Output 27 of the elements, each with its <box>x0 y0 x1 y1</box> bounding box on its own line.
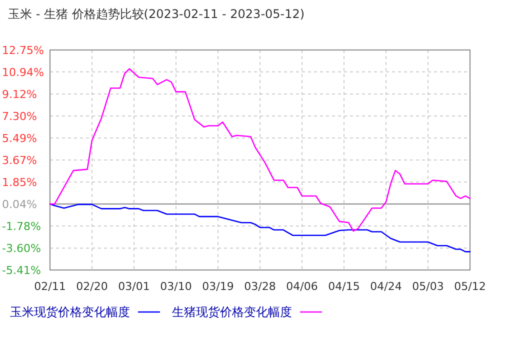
x-tick-label: 03/19 <box>202 280 234 293</box>
y-tick-label: -5.41% <box>2 264 41 277</box>
x-tick-label: 03/01 <box>118 280 150 293</box>
x-tick-label: 04/06 <box>286 280 318 293</box>
y-tick-label: 12.75% <box>2 44 44 57</box>
y-tick-label: -1.78% <box>2 220 41 234</box>
x-tick-label: 04/24 <box>370 280 402 293</box>
x-tick-label: 03/28 <box>244 280 276 293</box>
y-tick-label: 0.04% <box>2 198 37 211</box>
legend-label: 生猪现货价格变化幅度 <box>172 305 292 319</box>
x-tick-label: 05/12 <box>454 280 486 293</box>
x-tick-label: 05/03 <box>412 280 444 293</box>
y-tick-label: 5.49% <box>2 132 37 145</box>
chart-title: 玉米 - 生猪 价格趋势比较(2023-02-11 - 2023-05-12) <box>8 7 305 21</box>
legend-label: 玉米现货价格变化幅度 <box>10 305 130 319</box>
y-tick-label: 1.85% <box>2 176 37 190</box>
y-tick-label: 9.12% <box>2 88 37 101</box>
line-series <box>49 203 471 252</box>
y-tick-label: 10.94% <box>2 66 44 79</box>
x-tick-label: 03/10 <box>160 280 192 293</box>
y-tick-label: 7.30% <box>2 110 37 124</box>
x-tick-label: 02/11 <box>34 280 66 293</box>
x-tick-label: 04/15 <box>328 280 360 293</box>
y-tick-label: -3.60% <box>2 242 41 256</box>
y-tick-label: 3.67% <box>2 154 37 167</box>
x-tick-label: 02/20 <box>76 280 108 293</box>
line-series <box>49 68 471 232</box>
